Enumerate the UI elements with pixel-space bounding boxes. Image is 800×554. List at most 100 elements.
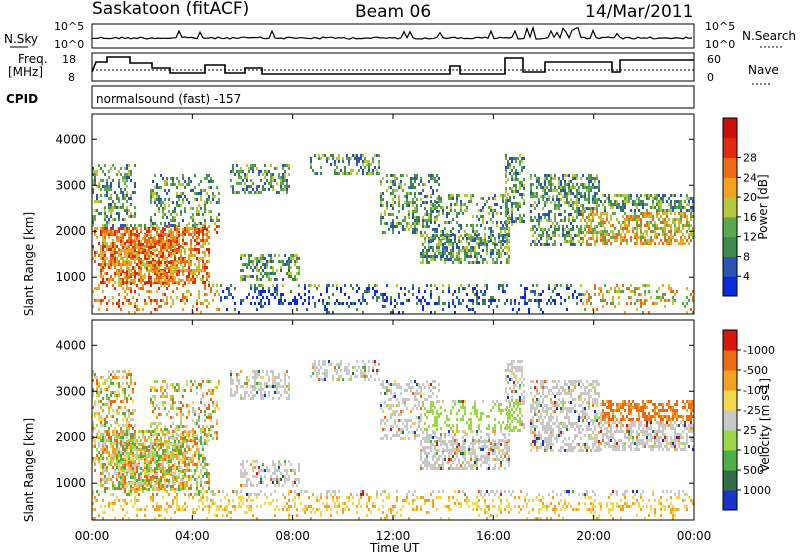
heatmap-cell (392, 213, 394, 216)
heatmap-cell (568, 201, 570, 204)
heatmap-cell (412, 222, 414, 225)
heatmap-cell (112, 376, 114, 379)
heatmap-cell (564, 228, 566, 231)
heatmap-cell (592, 198, 594, 201)
heatmap-cell (378, 296, 380, 299)
heatmap-cell (342, 172, 344, 175)
heatmap-cell (464, 258, 466, 261)
heatmap-cell (422, 243, 424, 246)
heatmap-cell (486, 261, 488, 264)
heatmap-cell (554, 231, 556, 234)
heatmap-cell (602, 236, 604, 239)
heatmap-cell (116, 457, 118, 460)
heatmap-cell (134, 224, 136, 227)
heatmap-cell (532, 290, 534, 293)
heatmap-cell (124, 276, 126, 279)
heatmap-cell (128, 239, 130, 242)
heatmap-cell (104, 403, 106, 406)
heatmap-cell (182, 433, 184, 436)
heatmap-cell (184, 296, 186, 299)
heatmap-cell (248, 185, 250, 188)
heatmap-cell (436, 201, 438, 204)
heatmap-cell (98, 460, 100, 463)
heatmap-cell (688, 242, 690, 245)
heatmap-cell (494, 246, 496, 249)
heatmap-cell (268, 290, 270, 293)
heatmap-cell (240, 167, 242, 170)
heatmap-cell (180, 299, 182, 302)
heatmap-cell (490, 252, 492, 255)
heatmap-cell (564, 219, 566, 222)
heatmap-cell (154, 245, 156, 248)
heatmap-cell (208, 272, 210, 275)
heatmap-cell (104, 487, 106, 490)
heatmap-cell (508, 239, 510, 242)
heatmap-cell (156, 198, 158, 201)
heatmap-cell (466, 255, 468, 258)
heatmap-cell (134, 409, 136, 412)
heatmap-cell (186, 275, 188, 278)
heatmap-cell (208, 230, 210, 233)
heatmap-cell (124, 227, 126, 230)
heatmap-cell (540, 186, 542, 189)
heatmap-cell (100, 478, 102, 481)
heatmap-cell (116, 236, 118, 239)
heatmap-cell (460, 206, 462, 209)
heatmap-cell (112, 251, 114, 254)
heatmap-cell (250, 185, 252, 188)
heatmap-cell (116, 370, 118, 373)
heatmap-cell (646, 224, 648, 227)
heatmap-cell (592, 201, 594, 204)
heatmap-cell (184, 252, 186, 255)
heatmap-cell (518, 308, 520, 311)
colorbar-swatch (723, 177, 737, 198)
heatmap-cell (504, 302, 506, 305)
heatmap-cell (176, 433, 178, 436)
heatmap-cell (672, 290, 674, 293)
heatmap-cell (648, 227, 650, 230)
heatmap-cell (124, 188, 126, 191)
heatmap-cell (274, 290, 276, 293)
heatmap-cell (116, 251, 118, 254)
heatmap-cell (266, 275, 268, 278)
heatmap-cell (112, 484, 114, 487)
heatmap-cell (502, 234, 504, 237)
heatmap-cell (450, 206, 452, 209)
heatmap-cell (128, 394, 130, 397)
heatmap-cell (352, 169, 354, 172)
heatmap-cell (562, 225, 564, 228)
heatmap-cell (254, 257, 256, 260)
heatmap-cell (504, 194, 506, 197)
heatmap-cell (124, 412, 126, 415)
heatmap-cell (498, 287, 500, 290)
heatmap-cell (412, 231, 414, 234)
heatmap-cell (238, 176, 240, 179)
heatmap-cell (146, 269, 148, 272)
heatmap-cell (248, 167, 250, 170)
heatmap-cell (412, 201, 414, 204)
heatmap-cell (122, 382, 124, 385)
heatmap-cell (432, 189, 434, 192)
heatmap-cell (104, 212, 106, 215)
heatmap-cell (258, 293, 260, 296)
heatmap-cell (424, 290, 426, 293)
heatmap-cell (168, 270, 170, 273)
heatmap-cell (338, 154, 340, 157)
heatmap-cell (92, 245, 94, 248)
heatmap-cell (358, 299, 360, 302)
heatmap-cell (110, 245, 112, 248)
heatmap-cell (176, 195, 178, 198)
heatmap-cell (280, 188, 282, 191)
heatmap-cell (664, 227, 666, 230)
heatmap-cell (588, 237, 590, 240)
heatmap-cell (450, 234, 452, 237)
heatmap-cell (486, 246, 488, 249)
colorbar-swatch (723, 118, 737, 139)
heatmap-cell (594, 198, 596, 201)
heatmap-cell (604, 242, 606, 245)
heatmap-cell (412, 198, 414, 201)
heatmap-cell (640, 305, 642, 308)
heatmap-cell (394, 189, 396, 192)
heatmap-cell (588, 195, 590, 198)
heatmap-cell (170, 248, 172, 251)
